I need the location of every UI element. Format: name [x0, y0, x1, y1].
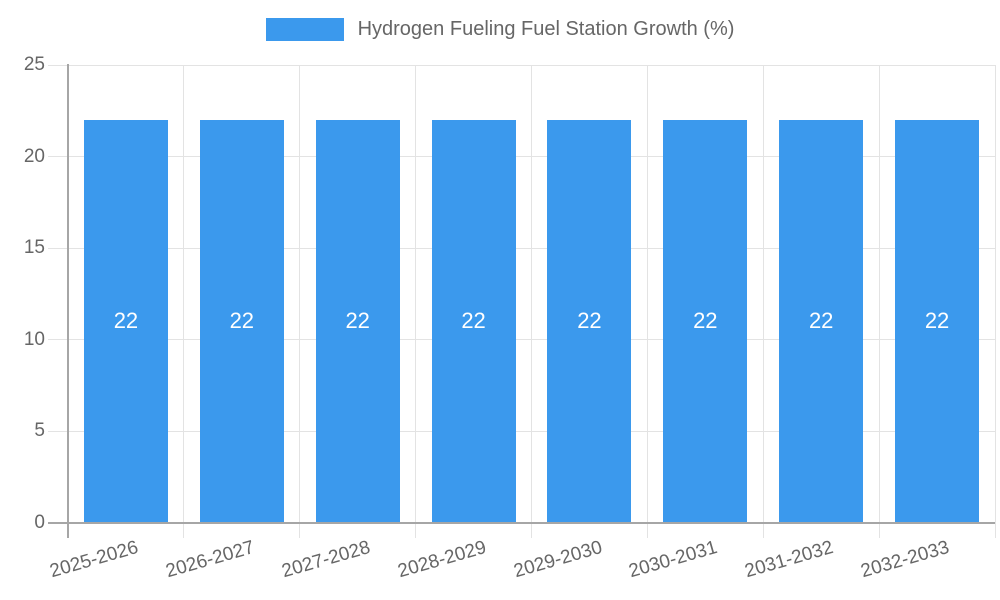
h-gridline — [48, 64, 995, 66]
bar-value-label: 22 — [113, 308, 139, 334]
bar-value-label: 22 — [577, 308, 602, 334]
v-gridline — [994, 65, 996, 538]
x-tick-label: 2025-2026 — [47, 537, 141, 583]
x-tick-label: 2030-2031 — [626, 537, 721, 583]
bar[interactable]: 22 — [895, 119, 980, 523]
y-tick-label: 15 — [23, 237, 45, 259]
y-tick-label: 0 — [34, 512, 45, 533]
x-axis-line — [48, 522, 995, 524]
v-gridline — [415, 65, 417, 538]
bar[interactable]: 22 — [547, 119, 632, 523]
y-axis-line — [67, 64, 69, 538]
y-tick-label: 20 — [23, 145, 45, 167]
bar[interactable]: 22 — [663, 119, 748, 523]
legend[interactable]: Hydrogen Fueling Fuel Station Growth (%) — [0, 18, 1000, 41]
h-gridline — [48, 247, 995, 249]
bar[interactable]: 22 — [199, 119, 284, 523]
bar-value-label: 22 — [461, 308, 486, 334]
v-gridline — [299, 65, 301, 538]
bar-value-label: 22 — [229, 308, 255, 334]
v-gridline — [878, 65, 880, 538]
v-gridline — [646, 65, 648, 538]
x-tick-label: 2029-2030 — [511, 537, 605, 583]
bar-value-label: 22 — [693, 308, 718, 334]
bar[interactable]: 22 — [431, 119, 516, 523]
x-tick-label: 2031-2032 — [742, 537, 836, 583]
x-tick-label: 2026-2027 — [163, 537, 257, 583]
h-gridline — [48, 156, 995, 158]
x-tick-label: 2027-2028 — [279, 537, 373, 583]
legend-label[interactable]: Hydrogen Fueling Fuel Station Growth (%) — [357, 18, 735, 40]
v-gridline — [183, 65, 185, 538]
bar-value-label: 22 — [345, 308, 370, 334]
bar[interactable]: 22 — [779, 119, 864, 523]
bar-value-label: 22 — [924, 308, 950, 334]
x-tick-label: 2028-2029 — [395, 537, 489, 583]
legend-swatch[interactable] — [265, 18, 344, 41]
y-tick-label: 5 — [34, 420, 45, 442]
bar-value-label: 22 — [808, 308, 834, 334]
bar[interactable]: 22 — [315, 119, 400, 523]
v-gridline — [531, 65, 532, 538]
h-gridline — [48, 430, 995, 432]
bar[interactable]: 22 — [83, 119, 168, 523]
y-tick-label: 10 — [23, 328, 45, 350]
y-tick-label: 25 — [23, 54, 45, 75]
v-gridline — [762, 65, 764, 538]
h-gridline — [48, 339, 995, 341]
x-tick-label: 2032-2033 — [858, 537, 952, 583]
